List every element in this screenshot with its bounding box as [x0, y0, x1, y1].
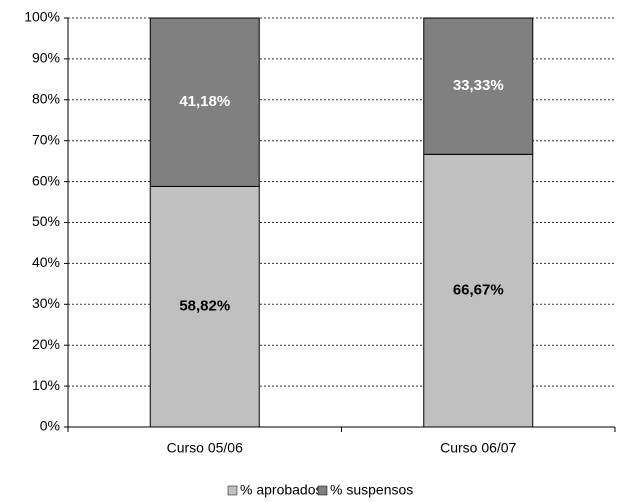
value-label: 66,67% — [453, 282, 504, 299]
value-label: 41,18% — [179, 93, 230, 110]
x-tick-label: Curso 05/06 — [167, 440, 243, 456]
legend-swatch — [227, 485, 238, 496]
bar-segment — [149, 17, 260, 187]
bar-segment — [423, 17, 534, 155]
y-tick-label: 10% — [32, 377, 60, 393]
y-tick-label: 0% — [40, 418, 60, 434]
legend-label: % aprobados — [240, 482, 323, 498]
bar-segment — [149, 185, 260, 428]
legend-label: % suspensos — [330, 482, 413, 498]
legend-swatch — [317, 485, 328, 496]
y-tick-label: 50% — [32, 213, 60, 229]
y-tick-label: 40% — [32, 254, 60, 270]
value-label: 58,82% — [179, 298, 230, 315]
y-tick-label: 90% — [32, 50, 60, 66]
y-tick-label: 30% — [32, 295, 60, 311]
bar-segment — [423, 153, 534, 428]
y-tick-label: 80% — [32, 91, 60, 107]
y-tick-label: 60% — [32, 172, 60, 188]
value-label: 33,33% — [453, 77, 504, 94]
y-tick-label: 20% — [32, 336, 60, 352]
y-tick-label: 70% — [32, 131, 60, 147]
x-tick-label: Curso 06/07 — [440, 440, 516, 456]
y-tick-label: 100% — [24, 9, 60, 25]
